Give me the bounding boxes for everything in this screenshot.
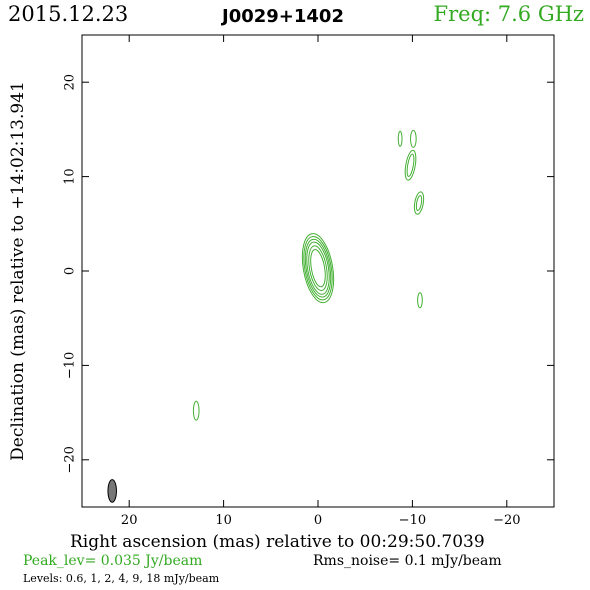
x-tick-label: −10 [399, 513, 426, 528]
y-tick-label: −20 [63, 446, 78, 473]
contour-levels: Levels: 0.6, 1, 2, 4, 9, 18 mJy/beam [23, 572, 220, 585]
observation-date: 2015.12.23 [8, 2, 129, 26]
plot-frame [81, 34, 555, 508]
contour-ring [397, 130, 403, 147]
contour-ring [304, 238, 332, 298]
contour-ring [192, 400, 200, 421]
frequency-label: Freq: 7.6 GHz [433, 2, 584, 26]
peak-level: Peak_lev= 0.035 Jy/beam [23, 553, 203, 569]
x-tick-label: 0 [314, 513, 322, 528]
contour-ring [417, 292, 423, 309]
x-axis-label: Right ascension (mas) relative to 00:29:… [70, 532, 485, 552]
y-tick-label: 20 [63, 74, 78, 91]
contour-ring [301, 233, 335, 304]
contour-ring [406, 153, 415, 177]
x-tick-label: −20 [493, 513, 520, 528]
source-name: J0029+1402 [222, 6, 344, 27]
contour-ring [415, 195, 423, 211]
contour-ring [308, 245, 328, 292]
contour-ring [306, 241, 330, 295]
beam-ellipse [107, 479, 117, 503]
rms-noise: Rms_noise= 0.1 mJy/beam [313, 553, 502, 569]
contour-ring [413, 191, 425, 215]
y-axis-label: Declination (mas) relative to +14:02:13.… [8, 81, 28, 461]
y-tick-label: −10 [63, 352, 78, 379]
y-tick-label: 0 [63, 267, 78, 275]
contour-ring [310, 249, 326, 288]
contour-ring [410, 129, 417, 148]
contour-ring [404, 149, 417, 181]
x-tick-label: 20 [121, 513, 138, 528]
x-tick-label: 10 [215, 513, 232, 528]
y-tick-label: 10 [63, 168, 78, 185]
contour-ring [303, 235, 333, 301]
